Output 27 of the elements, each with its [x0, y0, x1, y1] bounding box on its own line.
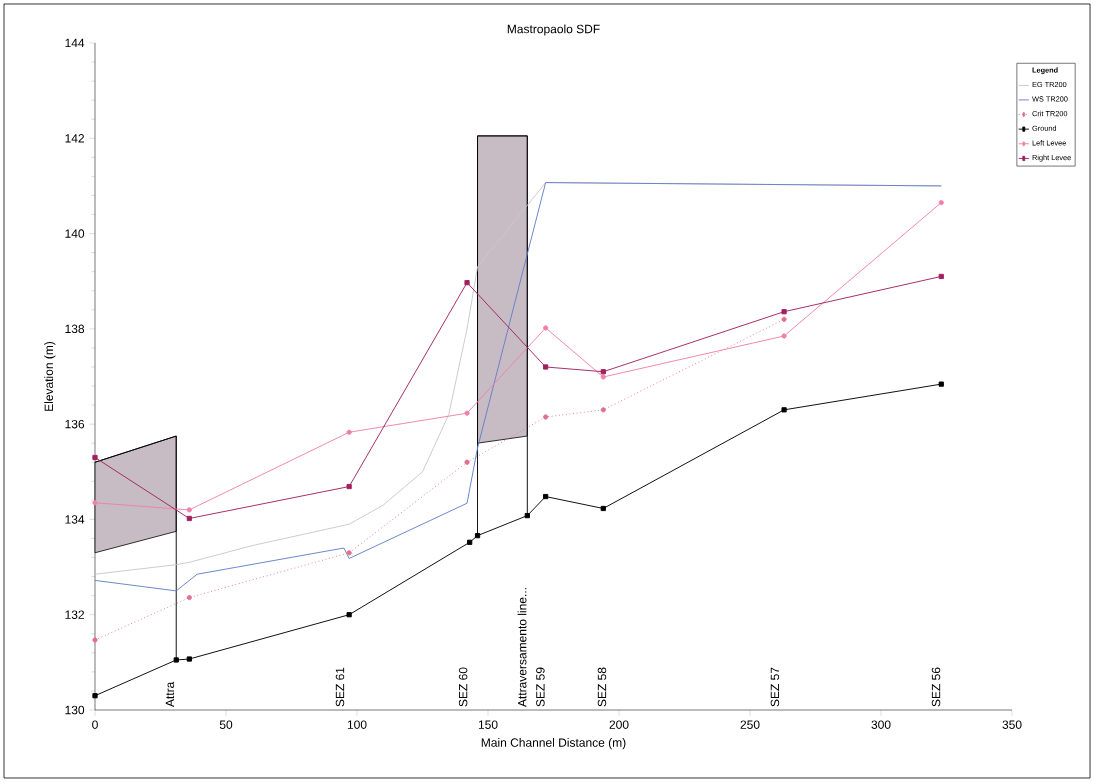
x-tick-label: 100 — [347, 720, 367, 729]
annotation: SEZ 60 — [458, 667, 468, 707]
x-tick-label: 350 — [1002, 720, 1022, 729]
annotation: SEZ 56 — [931, 667, 941, 707]
x-tick-label: 0 — [92, 720, 98, 729]
y-tick-label: 140 — [65, 229, 85, 238]
y-tick-label: 142 — [65, 134, 84, 143]
y-tick-label: 138 — [65, 324, 85, 334]
annotation: SEZ 58 — [597, 667, 607, 707]
x-tick-label: 200 — [609, 720, 629, 729]
annotation: SEZ 57 — [770, 667, 780, 707]
y-axis-title: Elevation (m) — [44, 341, 56, 411]
y-tick-label: 144 — [65, 38, 85, 48]
chart-title: Mastropaolo SDF — [507, 24, 600, 36]
annotation: SEZ 59 — [536, 667, 545, 707]
y-tick-label: 132 — [65, 610, 84, 619]
x-axis-title: Main Channel Distance (m) — [481, 738, 626, 750]
annotation: Attraversamento line... — [517, 588, 527, 708]
y-tick-label: 134 — [65, 515, 85, 524]
annotation: Attra — [165, 681, 175, 708]
annotation: SEZ 61 — [335, 667, 345, 707]
y-tick-label: 136 — [65, 419, 85, 429]
x-tick-label: 150 — [478, 720, 498, 729]
x-tick-label: 50 — [219, 720, 233, 729]
y-tick-label: 130 — [65, 705, 85, 715]
x-tick-label: 300 — [871, 720, 891, 729]
x-tick-label: 250 — [740, 720, 760, 729]
